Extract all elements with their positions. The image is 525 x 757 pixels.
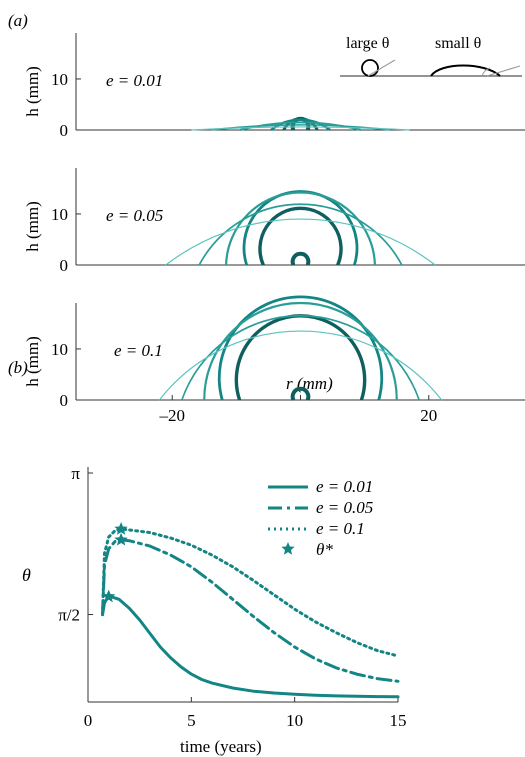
x-tick-label: –20: [158, 406, 185, 425]
x-tick-label: 20: [420, 406, 437, 425]
inset-small-angle-tangent: [486, 65, 521, 77]
y-tick-label: 10: [51, 70, 68, 89]
legend-star-swatch: [281, 542, 295, 555]
inset-large-angle-drop: [361, 59, 379, 77]
theta-star-marker: [102, 589, 116, 603]
droplet-profile: [158, 330, 443, 401]
series-line: [101, 595, 400, 699]
droplet-profile: [270, 118, 331, 131]
y-tick-label: 10: [51, 205, 68, 224]
theta-star-marker: [114, 532, 128, 546]
y-tick-label: 0: [60, 391, 69, 410]
y-tick-label: 10: [51, 340, 68, 359]
droplet-profile: [217, 295, 384, 401]
b-x-tick-label: 10: [286, 711, 303, 730]
inset-small-theta-label: small θ: [435, 35, 481, 52]
inset-small-angle-arc: [481, 67, 491, 77]
b-x-tick-label: 15: [390, 711, 407, 730]
inset-large-theta-label: large θ: [346, 35, 389, 52]
subplot-middle-annotation: e = 0.05: [106, 206, 163, 225]
panel-b-ylabel: θ: [22, 565, 31, 585]
contact-angle-inset: large θ small θ: [340, 35, 522, 77]
legend-label: e = 0.01: [316, 477, 373, 496]
droplet-profile: [203, 301, 398, 401]
subplot-bottom-annotation: e = 0.1: [114, 341, 163, 360]
b-x-tick-label: 0: [84, 711, 93, 730]
y-axis-label: h (mm): [23, 201, 42, 252]
subplot-e-0-01: e = 0.01 0 10 h (mm): [23, 33, 525, 140]
panel-a-label: (a): [8, 11, 28, 30]
b-x-tick-label: 5: [187, 711, 196, 730]
subplot-e-0-05: e = 0.05 0 10 h (mm): [23, 168, 525, 275]
legend-label: e = 0.05: [316, 498, 373, 517]
series-line: [101, 538, 400, 683]
b-y-tick-label: π: [71, 464, 80, 483]
legend-label: e = 0.1: [316, 519, 365, 538]
y-axis-label: h (mm): [23, 66, 42, 117]
panel-b-xlabel: time (years): [180, 737, 262, 756]
y-axis-label: h (mm): [23, 336, 42, 387]
series-line: [101, 527, 400, 658]
inset-small-angle-drop: [430, 64, 501, 77]
y-tick-label: 0: [60, 121, 69, 140]
inset-large-angle-tangent: [367, 59, 396, 77]
subplot-top-annotation: e = 0.01: [106, 71, 163, 90]
droplet-profile: [165, 218, 436, 266]
droplet-profile: [224, 191, 377, 266]
y-tick-label: 0: [60, 256, 69, 275]
droplet-profile: [290, 386, 311, 401]
droplet-profile: [198, 203, 403, 266]
droplet-profile: [181, 314, 420, 401]
droplet-profile: [258, 206, 343, 266]
panel-b-contact-angle-chart: time (years) θ 0 5 10 15π/2πe = 0.01e = 0.0…: [22, 464, 407, 756]
droplet-profile: [290, 251, 311, 266]
panel-b-label: (b): [8, 358, 28, 377]
legend: e = 0.01 e = 0.05 e = 0.1 θ*: [268, 477, 373, 559]
theta-star-marker: [114, 522, 128, 535]
legend-label: θ*: [316, 540, 333, 559]
b-y-tick-label: π/2: [58, 606, 80, 625]
droplet-profile: [191, 126, 410, 131]
